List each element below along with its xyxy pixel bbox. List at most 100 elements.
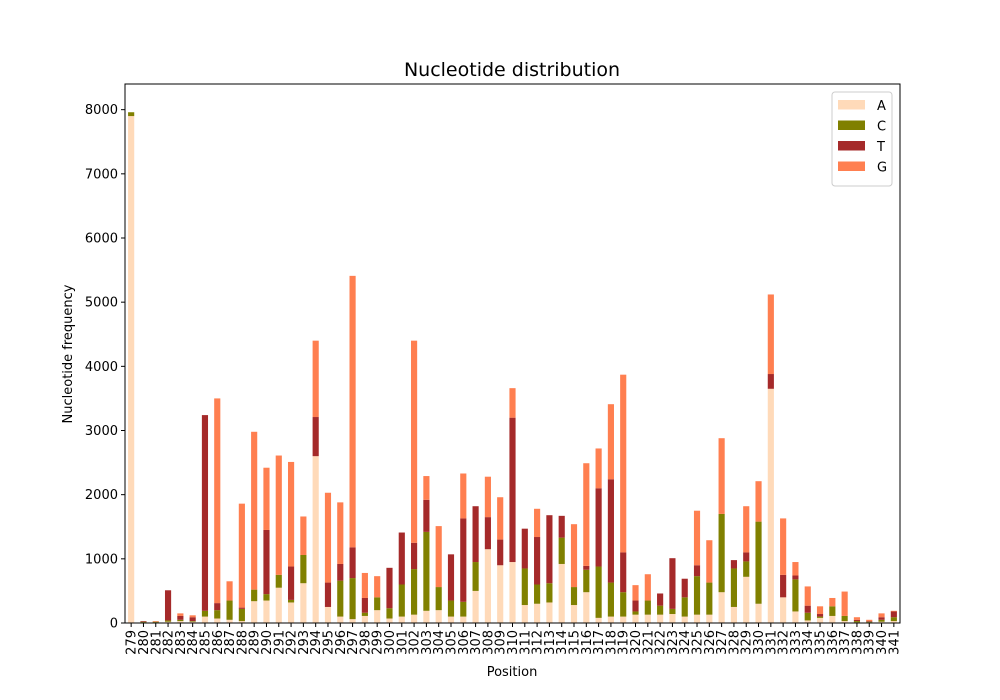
bar-A-293 (300, 583, 307, 623)
bar-C-326 (706, 582, 713, 615)
bar-T-306 (460, 518, 467, 602)
x-tick-label: 319 (617, 630, 632, 655)
bar-G-287 (226, 581, 233, 601)
bar-A-298 (361, 615, 368, 623)
bar-C-301 (398, 584, 405, 617)
bar-A-313 (546, 602, 553, 623)
bar-T-328 (730, 560, 738, 569)
bar-A-303 (423, 610, 430, 623)
bar-C-336 (829, 606, 836, 616)
bar-T-340 (878, 617, 885, 620)
bar-A-301 (398, 616, 405, 623)
bar-T-290 (263, 529, 270, 595)
x-tick-label: 329 (740, 630, 755, 655)
bar-G-327 (718, 438, 725, 514)
bar-A-304 (435, 610, 442, 623)
bar-T-310 (509, 417, 516, 563)
bar-A-291 (275, 587, 282, 623)
bar-G-340 (878, 613, 885, 618)
bar-A-279 (128, 116, 135, 623)
bar-C-319 (620, 592, 627, 617)
bar-G-281 (152, 621, 159, 622)
bar-C-317 (595, 566, 602, 618)
y-tick-label: 6000 (85, 232, 118, 247)
bar-C-311 (521, 568, 528, 606)
legend-swatch-C (838, 120, 865, 130)
bar-A-325 (693, 614, 701, 623)
bar-T-298 (361, 597, 368, 613)
bar-G-312 (534, 508, 541, 538)
x-tick-label: 303 (420, 630, 435, 655)
x-tick-label: 332 (777, 630, 792, 655)
bar-G-284 (189, 615, 196, 618)
bar-C-287 (226, 600, 233, 620)
x-tick-label: 282 (162, 630, 177, 655)
plot-frame (124, 83, 901, 624)
bar-T-318 (607, 479, 614, 583)
bar-C-341 (890, 617, 897, 622)
bar-A-318 (607, 616, 614, 623)
bar-C-312 (534, 584, 541, 604)
bar-T-309 (497, 539, 504, 566)
bar-T-297 (349, 547, 356, 579)
y-tick-label: 5000 (85, 296, 118, 311)
x-tick-label: 283 (174, 630, 189, 655)
x-tick-label: 317 (592, 630, 607, 655)
bar-A-321 (644, 614, 651, 623)
bar-G-283 (177, 613, 184, 616)
bar-C-285 (201, 610, 209, 617)
bar-G-291 (275, 455, 282, 575)
bar-G-306 (460, 473, 467, 519)
bar-A-290 (263, 600, 270, 623)
bar-C-314 (558, 537, 565, 564)
bar-T-314 (558, 515, 565, 538)
bar-C-306 (460, 601, 467, 617)
bar-A-340 (878, 621, 885, 623)
bar-G-338 (853, 617, 861, 620)
x-tick-label: 290 (260, 630, 275, 655)
bar-T-301 (398, 532, 405, 585)
bar-T-280 (140, 621, 147, 622)
x-tick-label: 299 (371, 630, 386, 655)
bar-G-308 (484, 476, 491, 518)
bar-A-284 (189, 621, 196, 623)
bar-T-341 (890, 611, 897, 618)
bar-C-298 (361, 612, 368, 616)
y-axis-label: Nucleotide frequency (61, 284, 76, 423)
x-axis: 2792802812822832842852862872882892902912… (125, 623, 902, 655)
bar-G-302 (411, 340, 418, 543)
bar-C-296 (337, 580, 344, 617)
x-tick-label: 321 (641, 630, 656, 655)
bar-C-327 (718, 513, 725, 593)
x-tick-label: 296 (334, 630, 349, 655)
bar-C-322 (657, 605, 664, 615)
bar-A-320 (632, 614, 639, 623)
bar-T-283 (177, 615, 184, 620)
bar-C-335 (816, 616, 824, 618)
x-tick-label: 339 (863, 630, 878, 655)
x-tick-label: 315 (568, 630, 583, 655)
x-tick-label: 331 (764, 630, 779, 655)
bar-A-286 (214, 618, 221, 623)
bar-T-334 (804, 605, 811, 613)
x-tick-label: 313 (543, 630, 558, 655)
bar-A-306 (460, 616, 467, 623)
bar-C-330 (755, 521, 762, 604)
bar-A-317 (595, 617, 602, 623)
bar-G-299 (374, 576, 381, 598)
x-tick-label: 323 (666, 630, 681, 655)
bar-C-305 (447, 600, 455, 617)
bar-T-311 (521, 528, 528, 569)
x-tick-label: 337 (838, 630, 853, 655)
bar-C-339 (866, 621, 873, 623)
bar-G-333 (792, 562, 799, 576)
bar-C-338 (853, 621, 861, 623)
bar-G-331 (767, 294, 774, 375)
bar-G-290 (263, 467, 270, 530)
x-tick-label: 292 (285, 630, 300, 655)
x-tick-label: 326 (703, 630, 718, 655)
x-tick-label: 287 (223, 630, 238, 655)
bar-G-304 (435, 526, 442, 588)
